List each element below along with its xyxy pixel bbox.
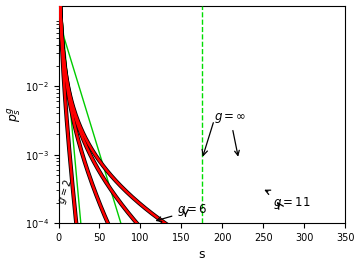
Y-axis label: $p_s^g$: $p_s^g$	[5, 107, 23, 122]
Text: $g=6$: $g=6$	[157, 202, 208, 222]
Text: $g=11$: $g=11$	[265, 190, 311, 211]
X-axis label: s: s	[199, 249, 205, 261]
Text: $g=\infty$: $g=\infty$	[214, 111, 247, 155]
Text: $g=2$: $g=2$	[54, 177, 76, 206]
